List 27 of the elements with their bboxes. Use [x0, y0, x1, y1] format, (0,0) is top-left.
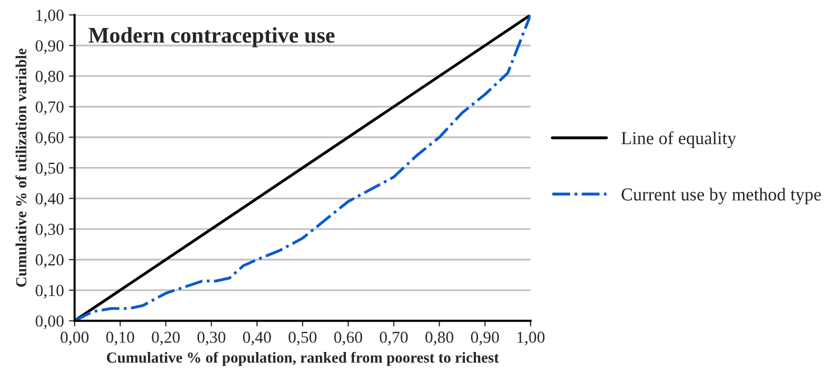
y-axis-title: Cumulative % of utilization variable — [15, 48, 26, 287]
x-axis-title: Cumulative % of population, ranked from poorest to richest — [106, 352, 499, 366]
x-tick-label: 0,90 — [471, 332, 499, 346]
y-tick-label: 0,40 — [36, 193, 64, 207]
y-tick-label: 0,00 — [36, 315, 64, 330]
y-tick-label: 0,50 — [36, 162, 64, 176]
x-tick-label: 0,60 — [334, 332, 362, 346]
x-tick-label: 0,50 — [288, 332, 317, 346]
y-tick-label: 0,60 — [36, 132, 64, 146]
x-tick-label: 1,00 — [517, 332, 545, 346]
y-tick-label: 0,90 — [36, 40, 64, 54]
x-tick-label: 0,40 — [243, 332, 271, 346]
y-tick-label: 0,20 — [36, 254, 64, 268]
y-tick-label: 0,30 — [36, 224, 64, 238]
x-tick-label: 0,30 — [197, 332, 226, 346]
legend-label: Current use by method type — [622, 188, 821, 204]
y-tick-label: 0,70 — [36, 101, 64, 116]
legend-label: Line of equality — [621, 131, 736, 148]
y-tick-label: 0,10 — [36, 284, 64, 299]
x-tick-label: 0,80 — [425, 332, 454, 346]
x-tick-label: 0,10 — [106, 332, 134, 346]
x-tick-label: 0,20 — [152, 332, 180, 346]
text: Modern contraceptive use — [88, 27, 335, 48]
y-tick-label: 1,00 — [36, 10, 64, 24]
y-tick-label: 0,80 — [36, 70, 64, 84]
x-tick-label: 0,70 — [380, 332, 408, 346]
x-tick-label: 0,00 — [60, 332, 89, 346]
